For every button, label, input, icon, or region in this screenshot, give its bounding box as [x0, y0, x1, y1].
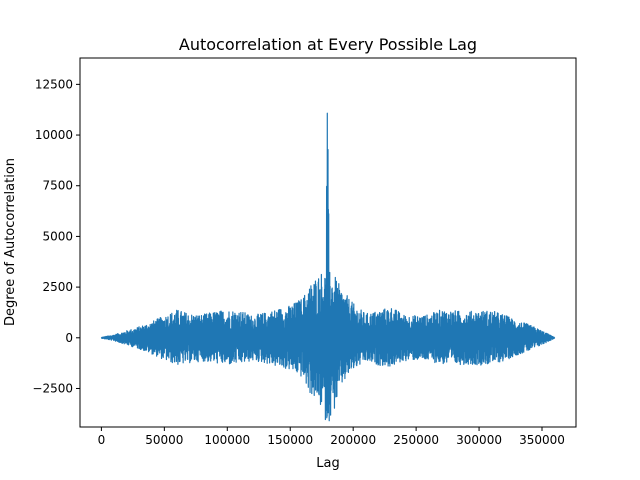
x-tick-label: 100000: [204, 433, 250, 447]
y-tick-label: 2500: [42, 280, 73, 294]
x-tick-label: 200000: [330, 433, 376, 447]
plot-area-frame: [79, 57, 577, 428]
y-tick-label: 7500: [42, 179, 73, 193]
y-tick-label: −2500: [32, 381, 73, 395]
chart-title: Autocorrelation at Every Possible Lag: [179, 35, 477, 54]
series-layer: [100, 112, 556, 422]
y-axis: −2500 0 2500 5000 7500 10000 12500: [32, 77, 80, 395]
y-tick-label: 5000: [42, 229, 73, 243]
y-axis-label: Degree of Autocorrelation: [3, 158, 18, 326]
x-tick-label: 150000: [267, 433, 313, 447]
y-tick-label: 0: [65, 331, 73, 345]
x-tick-label: 50000: [145, 433, 183, 447]
x-tick-label: 0: [98, 433, 106, 447]
x-axis-label: Lag: [316, 456, 339, 471]
y-tick-label: 12500: [35, 77, 73, 91]
x-tick-label: 350000: [519, 433, 565, 447]
x-axis: 0 50000 100000 150000 200000 250000 300000 3500…: [98, 427, 565, 447]
x-tick-label: 250000: [393, 433, 439, 447]
x-tick-label: 300000: [456, 433, 502, 447]
y-tick-label: 10000: [35, 128, 73, 142]
autocorrelation-line: [100, 112, 556, 422]
